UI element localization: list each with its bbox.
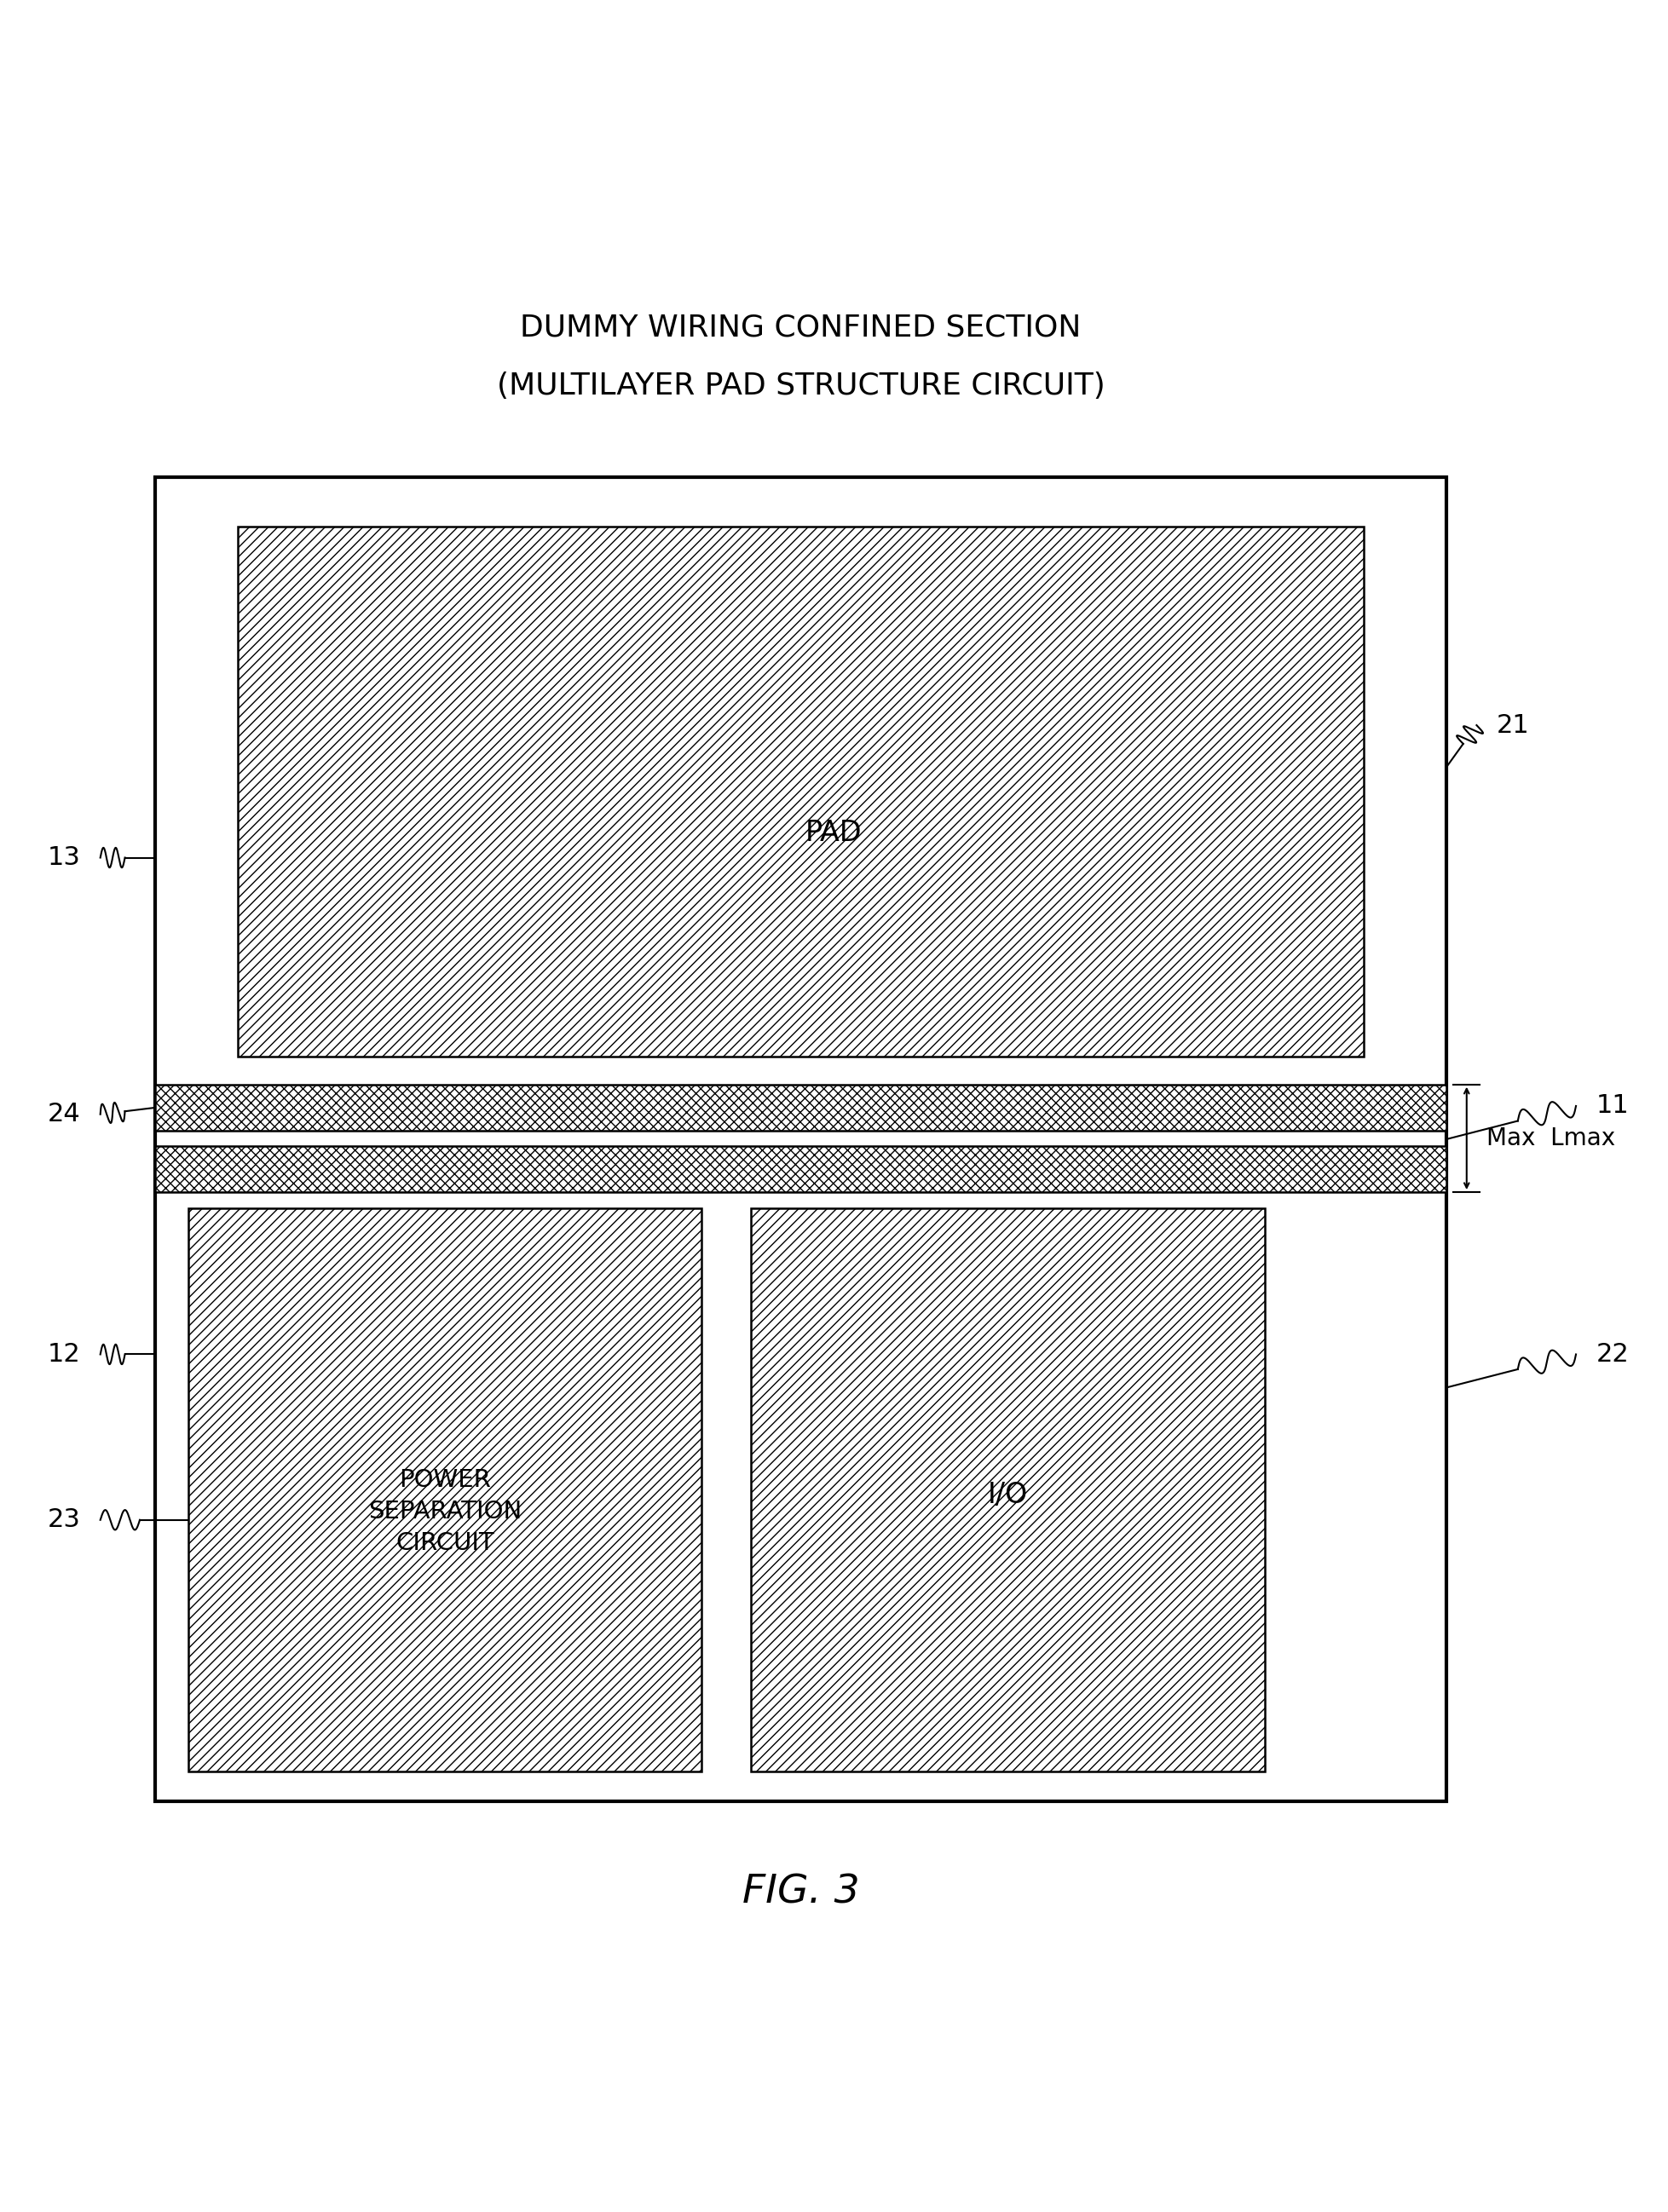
Text: (MULTILAYER PAD STRUCTURE CIRCUIT): (MULTILAYER PAD STRUCTURE CIRCUIT)	[497, 372, 1106, 400]
Text: I/O: I/O	[987, 1482, 1027, 1509]
Text: 13: 13	[47, 845, 80, 869]
Text: 21: 21	[1496, 712, 1530, 737]
Text: 23: 23	[47, 1509, 80, 1533]
Text: Max  Lmax: Max Lmax	[1486, 1126, 1615, 1150]
Text: POWER
SEPARATION
CIRCUIT: POWER SEPARATION CIRCUIT	[369, 1469, 522, 1555]
Text: FIG. 3: FIG. 3	[742, 1874, 859, 1911]
Bar	[239, 526, 1364, 1057]
Bar	[155, 478, 1446, 1801]
Text: 22: 22	[1596, 1343, 1630, 1367]
Bar	[188, 1208, 702, 1772]
Text: DUMMY WIRING CONFINED SECTION: DUMMY WIRING CONFINED SECTION	[520, 314, 1081, 343]
Bar	[155, 1084, 1446, 1130]
Text: 12: 12	[47, 1343, 80, 1367]
Bar	[155, 1146, 1446, 1192]
Bar	[751, 1208, 1264, 1772]
Text: PAD: PAD	[806, 818, 862, 847]
Text: 24: 24	[47, 1102, 80, 1126]
Text: 11: 11	[1596, 1093, 1630, 1119]
